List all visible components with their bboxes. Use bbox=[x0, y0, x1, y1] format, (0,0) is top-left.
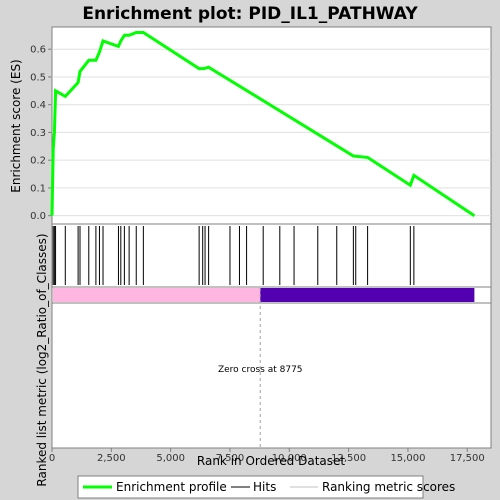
es-panel bbox=[51, 26, 492, 225]
x-tick-label: 15,000 bbox=[390, 453, 425, 464]
x-tick-label: 7,500 bbox=[216, 453, 245, 464]
x-tick-label: 17,500 bbox=[450, 453, 485, 464]
x-axis-label: Rank in Ordered Dataset bbox=[197, 454, 345, 468]
es-y-tick-label: 0.5 bbox=[30, 72, 46, 83]
x-tick-label: 2,500 bbox=[97, 453, 126, 464]
es-y-tick-label: 0.2 bbox=[30, 156, 46, 167]
chart-title: Enrichment plot: PID_IL1_PATHWAY bbox=[82, 4, 418, 24]
es-y-axis: 0.0 0.1 0.2 0.3 0.4 0.5 0.6 bbox=[30, 45, 52, 222]
es-y-label: Enrichment score (ES) bbox=[9, 59, 23, 192]
es-y-tick-label: 0.4 bbox=[30, 100, 46, 111]
ranking-negative-bar bbox=[260, 288, 475, 302]
enrichment-profile-line bbox=[50, 31, 476, 217]
x-axis: 0 2,500 5,000 7,500 10,000 12,500 15,000 17,500 bbox=[49, 448, 485, 464]
legend-box bbox=[77, 475, 424, 499]
zero-cross-annotation: Zero cross at 8775 bbox=[218, 365, 303, 375]
metric-panel bbox=[51, 302, 492, 449]
legend-ranking-label: Ranking metric scores bbox=[322, 480, 455, 494]
metric-y-label: Ranked list metric (log2_Ratio_of_Classe… bbox=[35, 233, 49, 486]
hits-ticks bbox=[52, 226, 415, 285]
x-tick-label: 12,500 bbox=[331, 453, 366, 464]
hits-panel bbox=[51, 223, 492, 288]
x-tick-label: 5,000 bbox=[156, 453, 185, 464]
es-y-tick-label: 0.1 bbox=[30, 183, 46, 194]
x-tick-label: 0 bbox=[49, 453, 55, 464]
es-y-tick-label: 0.3 bbox=[30, 128, 46, 139]
legend-hits-label: Hits bbox=[253, 480, 276, 494]
x-tick-label: 10,000 bbox=[272, 453, 307, 464]
es-y-tick-label: 0.0 bbox=[30, 211, 46, 222]
legend-enrichment-label: Enrichment profile bbox=[116, 480, 227, 494]
es-y-tick-label: 0.6 bbox=[30, 45, 46, 56]
ranking-positive-bar bbox=[53, 288, 261, 302]
